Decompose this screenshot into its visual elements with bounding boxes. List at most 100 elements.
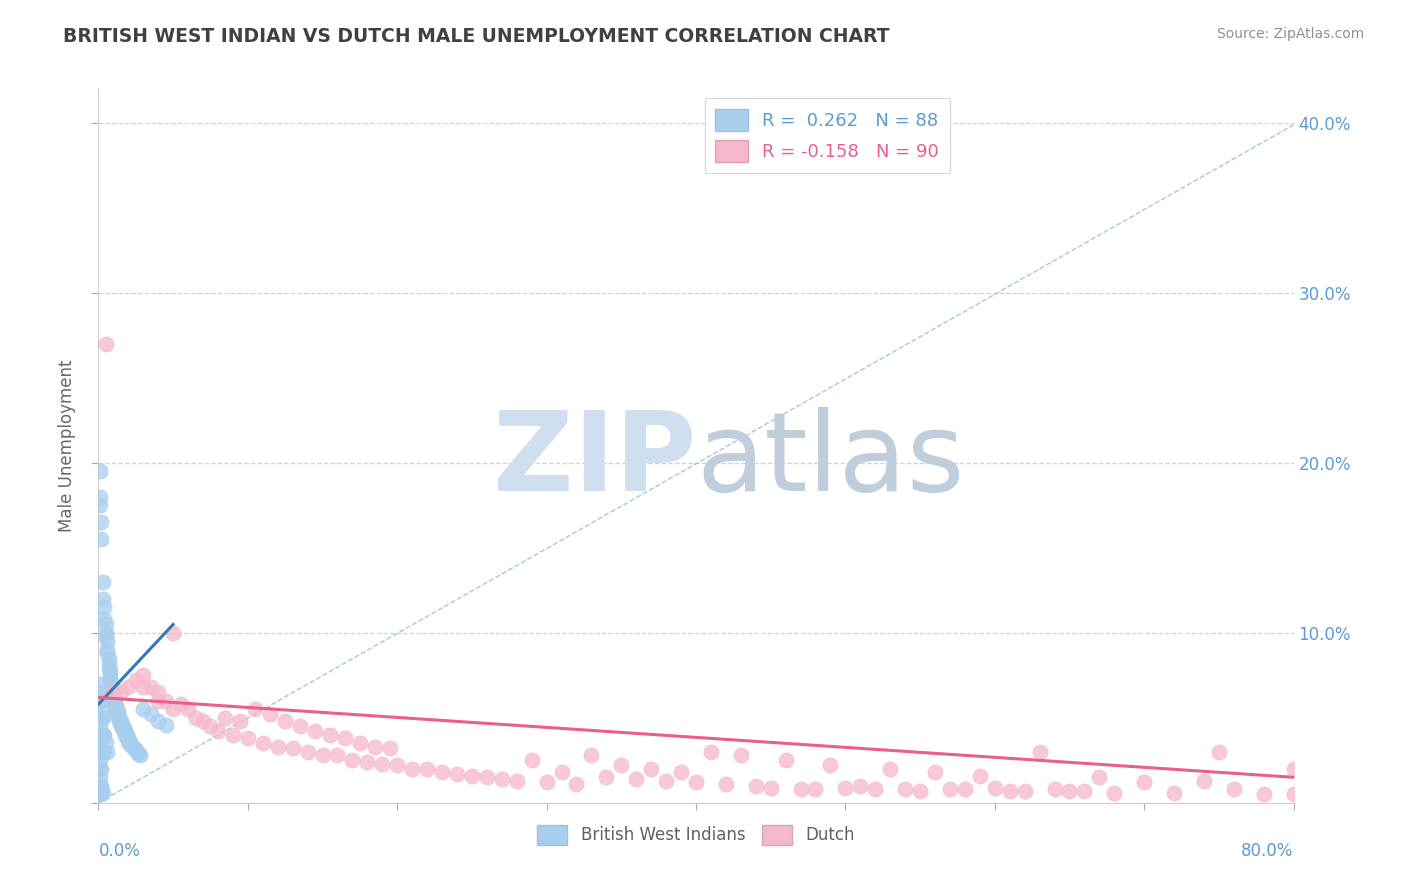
Point: [1088, 770, 1111, 784]
Point: [90, 745, 112, 759]
Point: [93, 612, 115, 626]
Point: [148, 694, 170, 708]
Point: [108, 714, 131, 729]
Point: [1104, 786, 1126, 800]
Y-axis label: Male Unemployment: Male Unemployment: [58, 359, 76, 533]
Point: [93, 728, 115, 742]
Point: [274, 714, 297, 729]
Point: [93, 600, 115, 615]
Point: [177, 702, 200, 716]
Point: [114, 724, 136, 739]
Point: [789, 782, 811, 797]
Point: [595, 770, 617, 784]
Point: [304, 724, 326, 739]
Point: [475, 770, 498, 784]
Point: [117, 734, 139, 748]
Point: [259, 707, 281, 722]
Point: [132, 680, 155, 694]
Point: [311, 748, 333, 763]
Point: [89, 787, 111, 801]
Point: [94, 337, 117, 351]
Point: [804, 782, 827, 797]
Text: 80.0%: 80.0%: [1241, 842, 1294, 860]
Point: [953, 782, 976, 797]
Text: 0.0%: 0.0%: [98, 842, 141, 860]
Point: [94, 626, 117, 640]
Point: [91, 728, 114, 742]
Point: [640, 762, 662, 776]
Point: [894, 782, 917, 797]
Point: [89, 719, 111, 733]
Point: [879, 762, 901, 776]
Point: [155, 717, 177, 731]
Point: [1223, 782, 1246, 797]
Point: [112, 721, 135, 735]
Point: [1028, 745, 1050, 759]
Point: [97, 657, 120, 671]
Point: [90, 762, 112, 776]
Point: [90, 779, 112, 793]
Point: [91, 711, 114, 725]
Point: [998, 784, 1021, 798]
Point: [1282, 787, 1305, 801]
Point: [565, 777, 588, 791]
Point: [581, 748, 603, 763]
Point: [107, 707, 129, 722]
Point: [1253, 787, 1275, 801]
Point: [107, 704, 129, 718]
Point: [96, 643, 118, 657]
Point: [90, 516, 112, 530]
Point: [139, 707, 162, 722]
Point: [98, 663, 122, 677]
Point: [1192, 773, 1215, 788]
Point: [103, 690, 125, 705]
Point: [378, 741, 401, 756]
Point: [94, 617, 117, 632]
Point: [97, 662, 120, 676]
Point: [94, 736, 117, 750]
Point: [97, 651, 120, 665]
Point: [267, 739, 290, 754]
Point: [834, 780, 856, 795]
Point: [114, 728, 136, 742]
Point: [89, 490, 111, 504]
Point: [1282, 762, 1305, 776]
Point: [103, 685, 125, 699]
Point: [101, 677, 124, 691]
Text: BRITISH WEST INDIAN VS DUTCH MALE UNEMPLOYMENT CORRELATION CHART: BRITISH WEST INDIAN VS DUTCH MALE UNEMPL…: [63, 27, 890, 45]
Point: [326, 748, 349, 763]
Point: [191, 714, 214, 729]
Point: [89, 702, 111, 716]
Point: [281, 741, 304, 756]
Point: [385, 758, 409, 772]
Point: [319, 728, 342, 742]
Point: [103, 694, 125, 708]
Point: [924, 765, 946, 780]
Point: [90, 711, 112, 725]
Point: [103, 685, 125, 699]
Point: [115, 728, 138, 742]
Point: [132, 668, 155, 682]
Point: [104, 694, 127, 708]
Point: [89, 711, 111, 725]
Point: [245, 702, 267, 716]
Point: [685, 775, 707, 789]
Point: [89, 786, 111, 800]
Point: [96, 634, 118, 648]
Point: [984, 780, 1007, 795]
Point: [89, 782, 111, 797]
Point: [626, 772, 648, 786]
Point: [139, 680, 162, 694]
Point: [536, 775, 558, 789]
Point: [430, 765, 453, 780]
Point: [91, 591, 114, 606]
Point: [506, 773, 529, 788]
Point: [91, 574, 114, 589]
Point: [89, 745, 111, 759]
Point: [105, 702, 128, 716]
Legend: British West Indians, Dutch: British West Indians, Dutch: [530, 818, 862, 852]
Point: [110, 685, 132, 699]
Point: [820, 758, 842, 772]
Point: [200, 719, 222, 733]
Point: [127, 745, 149, 759]
